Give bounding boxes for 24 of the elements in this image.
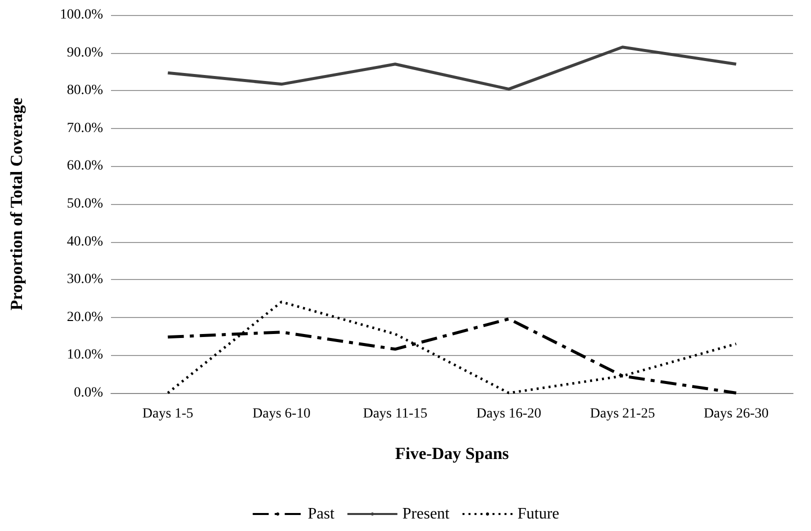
y-tick-label: 50.0%: [66, 196, 104, 212]
x-tick-label: Days 16-20: [476, 406, 542, 422]
y-tick-label: 40.0%: [66, 234, 104, 250]
x-tick-label: Days 11-15: [362, 406, 428, 422]
legend-label: Future: [518, 506, 560, 522]
x-tick-label: Days 1-5: [142, 406, 194, 422]
y-tick-label: 10.0%: [66, 348, 104, 363]
y-tick-label: 60.0%: [66, 158, 104, 174]
legend-label: Present: [402, 506, 450, 522]
y-tick-label: 90.0%: [66, 45, 104, 60]
x-tick-label: Days 26-30: [704, 406, 769, 422]
y-tick-label: 30.0%: [66, 272, 104, 288]
y-tick-label: 100.0%: [60, 8, 104, 22]
line-series: [166, 300, 738, 394]
y-tick-label: 80.0%: [66, 83, 104, 98]
y-tick-label: 20.0%: [66, 310, 104, 325]
line-series: [166, 46, 738, 91]
y-tick-label: 70.0%: [66, 120, 104, 136]
y-tick-label: 0.0%: [74, 386, 104, 400]
x-axis-title: Five-Day Spans: [395, 444, 510, 463]
x-tick-label: Days 21-25: [590, 406, 655, 422]
legend-label: Past: [308, 506, 335, 522]
x-tick-label: Days 6-10: [252, 406, 310, 422]
y-axis-title: Proportion of Total Coverage: [7, 97, 26, 310]
